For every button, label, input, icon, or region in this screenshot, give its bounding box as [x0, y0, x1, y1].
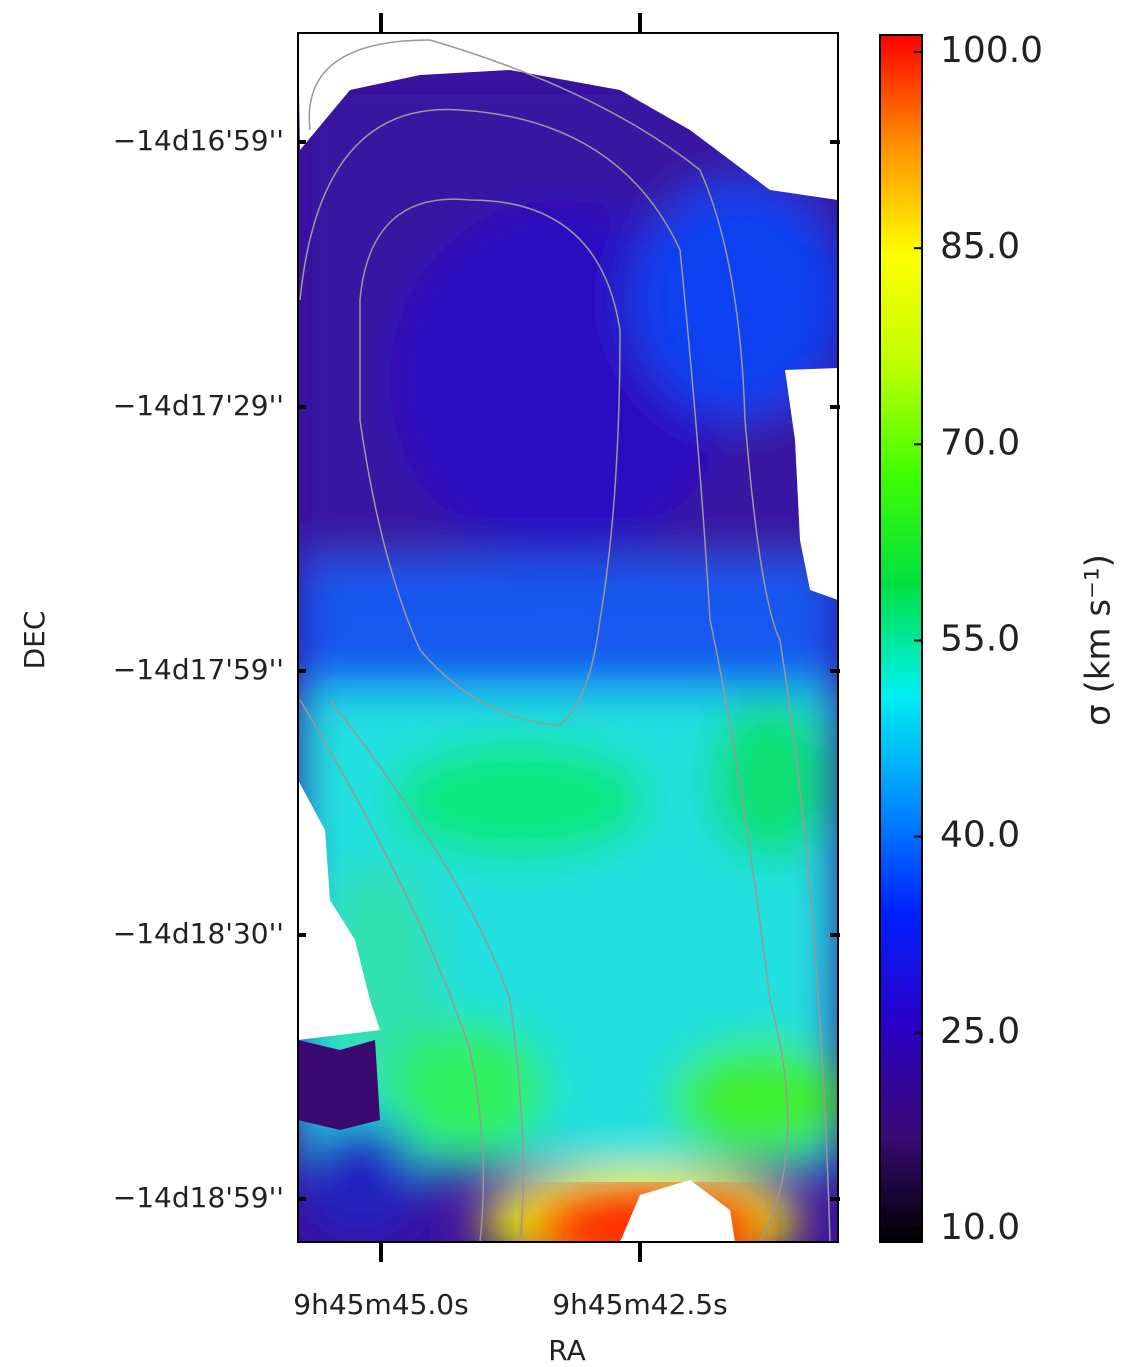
colorbar-tick-label: 100.0	[940, 30, 1043, 71]
colorbar-tick-label: 40.0	[940, 815, 1020, 856]
colorbar-tick-label: 55.0	[940, 618, 1020, 659]
colorbar-label: σ (km s⁻¹)	[1079, 554, 1119, 726]
y-axis-label: DEC	[18, 611, 51, 670]
x-tick-label: 9h45m45.0s	[293, 1288, 468, 1321]
y-tick-label: −14d16'59''	[113, 124, 284, 157]
colorbar-tick-label: 25.0	[940, 1011, 1020, 1052]
x-axis-label: RA	[548, 1334, 585, 1367]
colorbar-tick-label: 70.0	[940, 422, 1020, 463]
colorbar-tick-label: 10.0	[940, 1207, 1020, 1248]
map	[298, 33, 838, 1242]
colorbar	[879, 34, 923, 1243]
y-tick-label: −14d17'29''	[113, 389, 284, 422]
y-tick-label: −14d18'30''	[113, 917, 284, 950]
colorbar-tick-label: 85.0	[940, 226, 1020, 267]
x-tick-label: 9h45m42.5s	[552, 1288, 727, 1321]
y-tick-label: −14d18'59''	[113, 1181, 284, 1214]
y-tick-label: −14d17'59''	[113, 653, 284, 686]
plot-frame	[297, 32, 839, 1243]
